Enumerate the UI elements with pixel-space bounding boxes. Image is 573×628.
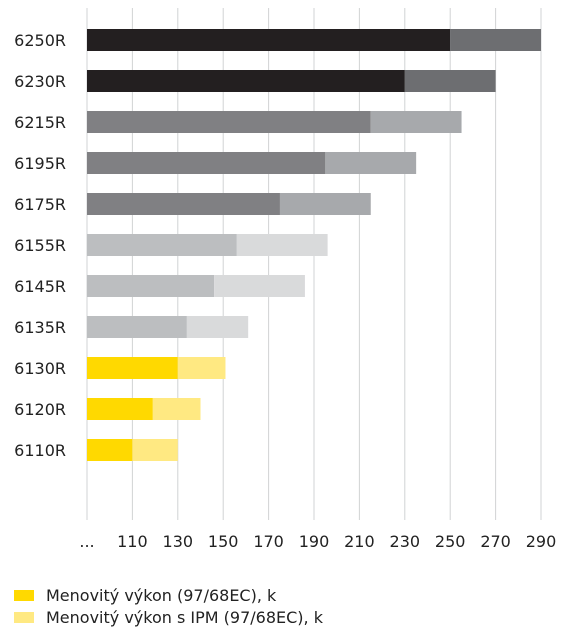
bar-rated-6250R [87,29,451,51]
category-label: 6120R [14,400,66,419]
x-tick-label: 270 [480,532,511,551]
category-label: 6250R [14,31,66,50]
legend-swatch-rated [14,589,34,601]
category-label: 6130R [14,359,66,378]
x-tick-label: 130 [163,532,194,551]
bar-rated-6130R [87,357,178,379]
legend-item-rated: Menovitý výkon (97/68EC), k [14,584,323,606]
bar-ipm-6195R [325,152,417,174]
category-label: 6135R [14,318,66,337]
category-label: 6155R [14,236,66,255]
bar-ipm-6110R [132,439,178,461]
category-label: 6145R [14,277,66,296]
bar-rated-6110R [87,439,133,461]
legend-item-ipm: Menovitý výkon s IPM (97/68EC), k [14,606,323,628]
bar-ipm-6215R [370,111,462,133]
category-label: 6215R [14,113,66,132]
category-label: 6175R [14,195,66,214]
x-tick-label: 190 [299,532,330,551]
bar-ipm-6175R [279,193,371,215]
category-label: 6230R [14,72,66,91]
x-tick-label: 290 [526,532,557,551]
bar-rated-6155R [87,234,237,256]
x-tick-label: 110 [117,532,148,551]
bar-rated-6120R [87,398,153,420]
bar-rated-6195R [87,152,326,174]
bar-ipm-6230R [404,70,496,92]
bar-ipm-6155R [236,234,328,256]
legend: Menovitý výkon (97/68EC), k Menovitý výk… [14,584,323,628]
category-label: 6195R [14,154,66,173]
bar-ipm-6120R [152,398,201,420]
x-tick-label: 170 [253,532,284,551]
x-tick-label: 210 [344,532,375,551]
bar-ipm-6135R [186,316,249,338]
bar-ipm-6145R [214,275,305,297]
bar-chart: 6250R 6230R 6215R 6195R 6175R 6155R 6145R 6135R… [14,8,557,551]
legend-label-rated: Menovitý výkon (97/68EC), k [46,585,277,605]
x-tick-label: 150 [208,532,239,551]
category-label: 6110R [14,441,66,460]
bar-rated-6175R [87,193,280,215]
legend-label-ipm: Menovitý výkon s IPM (97/68EC), k [46,607,323,627]
bar-rated-6145R [87,275,215,297]
bar-rated-6215R [87,111,371,133]
bar-ipm-6250R [450,29,541,51]
bar-rated-6135R [87,316,187,338]
x-tick-label: 230 [390,532,421,551]
bar-rated-6230R [87,70,405,92]
x-tick-label: 250 [435,532,466,551]
bar-ipm-6130R [177,357,226,379]
x-tick-label: ... [79,532,94,551]
legend-swatch-ipm [14,611,34,623]
